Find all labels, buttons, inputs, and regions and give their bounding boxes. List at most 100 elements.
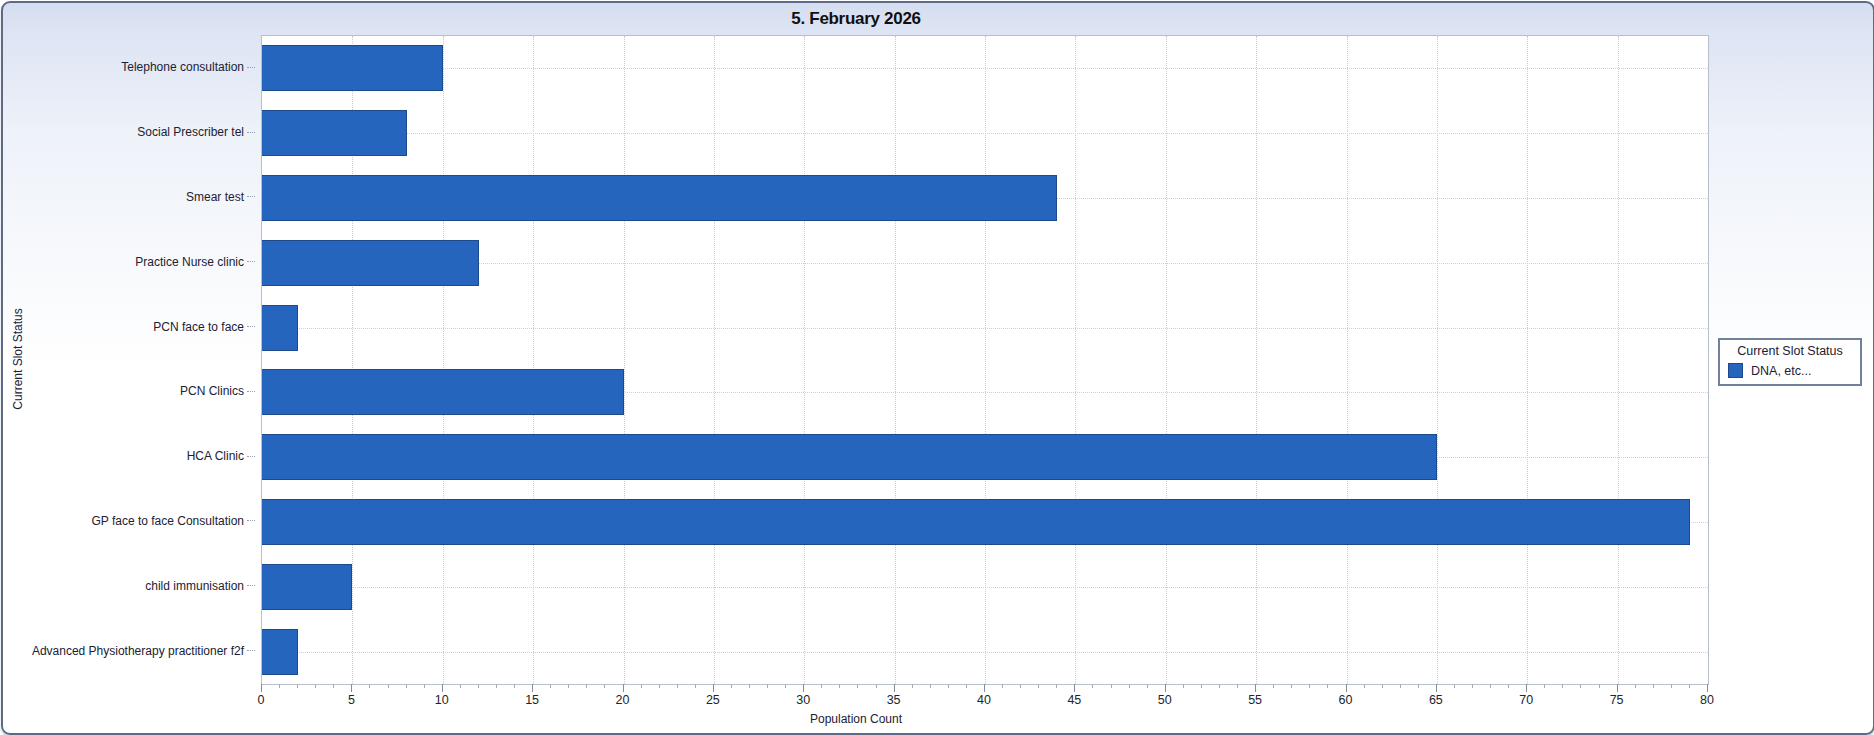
- bar[interactable]: [262, 240, 479, 286]
- x-tick-mark: [406, 684, 407, 688]
- x-tick-mark: [1327, 684, 1328, 688]
- bar-row: [262, 490, 1708, 555]
- bar-rows: [262, 36, 1708, 684]
- legend-title: Current Slot Status: [1720, 344, 1860, 358]
- x-tick-mark: [550, 684, 551, 688]
- bar[interactable]: [262, 45, 443, 91]
- y-axis-label: child immunisation: [3, 553, 255, 618]
- bar[interactable]: [262, 369, 624, 415]
- bar[interactable]: [262, 110, 407, 156]
- bar-row: [262, 554, 1708, 619]
- x-tick-label: 70: [1519, 693, 1533, 707]
- x-tick-mark: [279, 684, 280, 688]
- bar[interactable]: [262, 629, 298, 675]
- x-tick-mark: [1291, 684, 1292, 688]
- x-tick-label: 75: [1610, 693, 1624, 707]
- x-tick-mark: [1382, 684, 1383, 688]
- x-tick-mark: [351, 684, 352, 692]
- x-tick-mark: [1580, 684, 1581, 688]
- x-tick-label: 35: [887, 693, 901, 707]
- x-tick-mark: [442, 684, 443, 692]
- x-tick-mark: [1635, 684, 1636, 688]
- x-tick-mark: [623, 684, 624, 692]
- x-tick-mark: [857, 684, 858, 688]
- x-tick-label: 25: [706, 693, 720, 707]
- bar-row: [262, 166, 1708, 231]
- x-tick-mark: [1255, 684, 1256, 692]
- x-tick-mark: [1092, 684, 1093, 688]
- x-tick-mark: [1074, 684, 1075, 692]
- x-tick-mark: [1562, 684, 1563, 688]
- x-tick-mark: [1508, 684, 1509, 688]
- x-tick-mark: [821, 684, 822, 688]
- x-tick-mark: [785, 684, 786, 688]
- x-tick-label: 60: [1339, 693, 1353, 707]
- x-tick-mark: [1346, 684, 1347, 692]
- x-tick-label: 30: [796, 693, 810, 707]
- y-axis-label: Advanced Physiotherapy practitioner f2f: [3, 618, 255, 683]
- x-tick-mark: [1129, 684, 1130, 688]
- legend-items: DNA, etc...: [1720, 363, 1860, 378]
- x-tick-mark: [1653, 684, 1654, 688]
- x-tick-mark: [514, 684, 515, 688]
- x-tick-mark: [767, 684, 768, 688]
- x-tick-mark: [894, 684, 895, 692]
- legend-swatch-icon: [1728, 363, 1743, 378]
- y-axis-label: Practice Nurse clinic: [3, 229, 255, 294]
- x-tick-mark: [912, 684, 913, 688]
- x-tick-mark: [333, 684, 334, 688]
- x-tick-mark: [1671, 684, 1672, 688]
- bar[interactable]: [262, 499, 1690, 545]
- x-tick-mark: [839, 684, 840, 688]
- y-axis-label: PCN Clinics: [3, 359, 255, 424]
- x-tick-label: 10: [435, 693, 449, 707]
- x-tick-mark: [1147, 684, 1148, 688]
- bar-row: [262, 230, 1708, 295]
- x-tick-mark: [478, 684, 479, 688]
- bar-row: [262, 425, 1708, 490]
- bar[interactable]: [262, 305, 298, 351]
- x-tick-mark: [1111, 684, 1112, 688]
- x-tick-label: 20: [616, 693, 630, 707]
- x-tick-mark: [713, 684, 714, 692]
- chart-window: 5. February 2026 Current Slot Status Tel…: [1, 1, 1874, 735]
- x-tick-mark: [424, 684, 425, 688]
- x-tick-mark: [460, 684, 461, 688]
- x-tick-mark: [315, 684, 316, 688]
- x-tick-mark: [731, 684, 732, 688]
- x-tick-mark: [1599, 684, 1600, 688]
- x-tick-mark: [604, 684, 605, 688]
- x-tick-mark: [1183, 684, 1184, 688]
- x-tick-mark: [388, 684, 389, 688]
- x-tick-mark: [1219, 684, 1220, 688]
- x-tick-mark: [984, 684, 985, 692]
- x-tick-mark: [1544, 684, 1545, 688]
- x-tick-mark: [1165, 684, 1166, 692]
- bar[interactable]: [262, 175, 1057, 221]
- x-tick-labels: 05101520253035404550556065707580: [261, 693, 1707, 709]
- x-tick-mark: [1237, 684, 1238, 688]
- x-tick-mark: [369, 684, 370, 688]
- x-tick-mark: [803, 684, 804, 692]
- y-axis-label: GP face to face Consultation: [3, 489, 255, 554]
- x-tick-label: 50: [1158, 693, 1172, 707]
- x-axis-ticks: [261, 684, 1707, 693]
- plot-area: [261, 35, 1709, 685]
- y-axis-labels: Telephone consultationSocial Prescriber …: [3, 35, 255, 683]
- bar[interactable]: [262, 434, 1437, 480]
- x-tick-mark: [1689, 684, 1690, 688]
- x-tick-mark: [1436, 684, 1437, 692]
- x-tick-label: 15: [525, 693, 539, 707]
- x-tick-mark: [1056, 684, 1057, 688]
- y-axis-label: Smear test: [3, 165, 255, 230]
- bar[interactable]: [262, 564, 352, 610]
- y-axis-label: Social Prescriber tel: [3, 100, 255, 165]
- chart-title: 5. February 2026: [3, 9, 1709, 29]
- legend: Current Slot Status DNA, etc...: [1718, 338, 1862, 386]
- x-tick-label: 45: [1067, 693, 1081, 707]
- bar-row: [262, 619, 1708, 684]
- x-tick-mark: [695, 684, 696, 688]
- x-tick-mark: [876, 684, 877, 688]
- x-tick-mark: [659, 684, 660, 688]
- x-tick-mark: [1020, 684, 1021, 688]
